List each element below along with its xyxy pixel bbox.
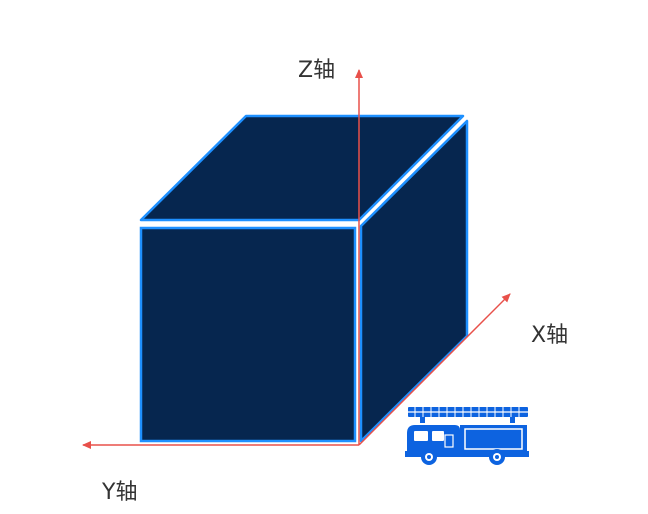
y-axis-label: Y轴: [102, 482, 137, 504]
x-axis-label: X轴: [531, 325, 568, 347]
fire-truck-icon: [405, 407, 529, 465]
cube-front-face: [141, 228, 355, 441]
z-axis-label: Z轴: [298, 60, 335, 82]
cube: [141, 116, 467, 441]
